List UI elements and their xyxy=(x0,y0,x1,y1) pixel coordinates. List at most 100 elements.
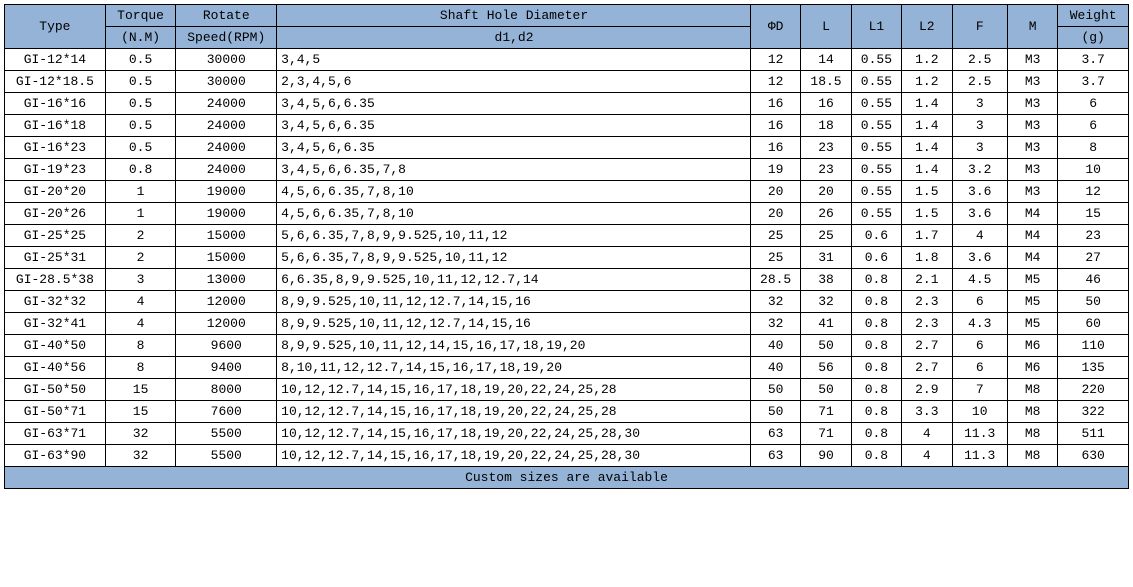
cell-speed: 7600 xyxy=(176,401,277,423)
cell-weight: 6 xyxy=(1058,115,1129,137)
cell-speed: 24000 xyxy=(176,137,277,159)
cell-m: M3 xyxy=(1007,93,1057,115)
cell-d1d2: 10,12,12.7,14,15,16,17,18,19,20,22,24,25… xyxy=(277,445,751,467)
cell-l: 32 xyxy=(801,291,851,313)
cell-speed: 12000 xyxy=(176,291,277,313)
cell-l: 14 xyxy=(801,49,851,71)
cell-l1: 0.55 xyxy=(851,137,901,159)
cell-l: 38 xyxy=(801,269,851,291)
cell-d1d2: 3,4,5 xyxy=(277,49,751,71)
cell-f: 2.5 xyxy=(952,71,1007,93)
cell-m: M6 xyxy=(1007,335,1057,357)
cell-d1d2: 8,9,9.525,10,11,12,14,15,16,17,18,19,20 xyxy=(277,335,751,357)
cell-torque: 0.5 xyxy=(105,49,176,71)
cell-type: GI-28.5*38 xyxy=(5,269,106,291)
cell-type: GI-63*90 xyxy=(5,445,106,467)
cell-weight: 220 xyxy=(1058,379,1129,401)
cell-phid: 19 xyxy=(750,159,800,181)
cell-m: M3 xyxy=(1007,137,1057,159)
cell-type: GI-20*26 xyxy=(5,203,106,225)
table-row: GI-25*312150005,6,6.35,7,8,9,9.525,10,11… xyxy=(5,247,1129,269)
cell-f: 11.3 xyxy=(952,445,1007,467)
cell-l: 90 xyxy=(801,445,851,467)
table-row: GI-63*9032550010,12,12.7,14,15,16,17,18,… xyxy=(5,445,1129,467)
cell-l: 56 xyxy=(801,357,851,379)
cell-l: 23 xyxy=(801,137,851,159)
cell-m: M4 xyxy=(1007,225,1057,247)
cell-phid: 12 xyxy=(750,49,800,71)
cell-torque: 15 xyxy=(105,401,176,423)
cell-speed: 15000 xyxy=(176,247,277,269)
col-shaft-top: Shaft Hole Diameter xyxy=(277,5,751,27)
cell-l: 50 xyxy=(801,379,851,401)
table-row: GI-20*201190004,5,6,6.35,7,8,1020200.551… xyxy=(5,181,1129,203)
cell-m: M4 xyxy=(1007,247,1057,269)
cell-type: GI-32*41 xyxy=(5,313,106,335)
col-weight-bot: (g) xyxy=(1058,27,1129,49)
cell-f: 11.3 xyxy=(952,423,1007,445)
cell-l: 71 xyxy=(801,401,851,423)
cell-d1d2: 8,10,11,12,12.7,14,15,16,17,18,19,20 xyxy=(277,357,751,379)
col-l: L xyxy=(801,5,851,49)
cell-speed: 13000 xyxy=(176,269,277,291)
cell-speed: 24000 xyxy=(176,159,277,181)
cell-d1d2: 3,4,5,6,6.35 xyxy=(277,115,751,137)
cell-m: M6 xyxy=(1007,357,1057,379)
cell-l: 16 xyxy=(801,93,851,115)
cell-m: M3 xyxy=(1007,71,1057,93)
cell-d1d2: 10,12,12.7,14,15,16,17,18,19,20,22,24,25… xyxy=(277,423,751,445)
cell-type: GI-20*20 xyxy=(5,181,106,203)
cell-l2: 2.3 xyxy=(902,291,952,313)
cell-f: 4 xyxy=(952,225,1007,247)
cell-m: M5 xyxy=(1007,291,1057,313)
cell-f: 6 xyxy=(952,291,1007,313)
cell-type: GI-50*71 xyxy=(5,401,106,423)
cell-d1d2: 4,5,6,6.35,7,8,10 xyxy=(277,181,751,203)
cell-phid: 40 xyxy=(750,335,800,357)
cell-l: 23 xyxy=(801,159,851,181)
cell-speed: 19000 xyxy=(176,203,277,225)
cell-weight: 630 xyxy=(1058,445,1129,467)
cell-torque: 4 xyxy=(105,313,176,335)
cell-l1: 0.8 xyxy=(851,291,901,313)
cell-m: M3 xyxy=(1007,115,1057,137)
col-f: F xyxy=(952,5,1007,49)
cell-l1: 0.8 xyxy=(851,445,901,467)
cell-weight: 23 xyxy=(1058,225,1129,247)
cell-l: 20 xyxy=(801,181,851,203)
table-body: GI-12*140.5300003,4,512140.551.22.5M33.7… xyxy=(5,49,1129,467)
cell-f: 10 xyxy=(952,401,1007,423)
cell-speed: 30000 xyxy=(176,49,277,71)
cell-l2: 3.3 xyxy=(902,401,952,423)
cell-torque: 8 xyxy=(105,357,176,379)
table-row: GI-20*261190004,5,6,6.35,7,8,1020260.551… xyxy=(5,203,1129,225)
cell-torque: 2 xyxy=(105,247,176,269)
cell-type: GI-32*32 xyxy=(5,291,106,313)
cell-l2: 1.4 xyxy=(902,115,952,137)
cell-m: M4 xyxy=(1007,203,1057,225)
cell-l2: 1.4 xyxy=(902,159,952,181)
cell-type: GI-63*71 xyxy=(5,423,106,445)
cell-phid: 63 xyxy=(750,423,800,445)
cell-l1: 0.6 xyxy=(851,225,901,247)
cell-torque: 0.8 xyxy=(105,159,176,181)
cell-type: GI-40*50 xyxy=(5,335,106,357)
cell-l2: 1.2 xyxy=(902,71,952,93)
col-torque-bot: (N.M) xyxy=(105,27,176,49)
col-type: Type xyxy=(5,5,106,49)
cell-l1: 0.8 xyxy=(851,379,901,401)
cell-phid: 20 xyxy=(750,181,800,203)
table-row: GI-40*50896008,9,9.525,10,11,12,14,15,16… xyxy=(5,335,1129,357)
cell-l1: 0.8 xyxy=(851,357,901,379)
cell-phid: 12 xyxy=(750,71,800,93)
cell-torque: 4 xyxy=(105,291,176,313)
cell-l1: 0.8 xyxy=(851,335,901,357)
cell-m: M8 xyxy=(1007,445,1057,467)
cell-weight: 110 xyxy=(1058,335,1129,357)
cell-type: GI-50*50 xyxy=(5,379,106,401)
cell-torque: 0.5 xyxy=(105,137,176,159)
cell-torque: 2 xyxy=(105,225,176,247)
cell-l1: 0.8 xyxy=(851,313,901,335)
cell-speed: 19000 xyxy=(176,181,277,203)
cell-type: GI-25*31 xyxy=(5,247,106,269)
